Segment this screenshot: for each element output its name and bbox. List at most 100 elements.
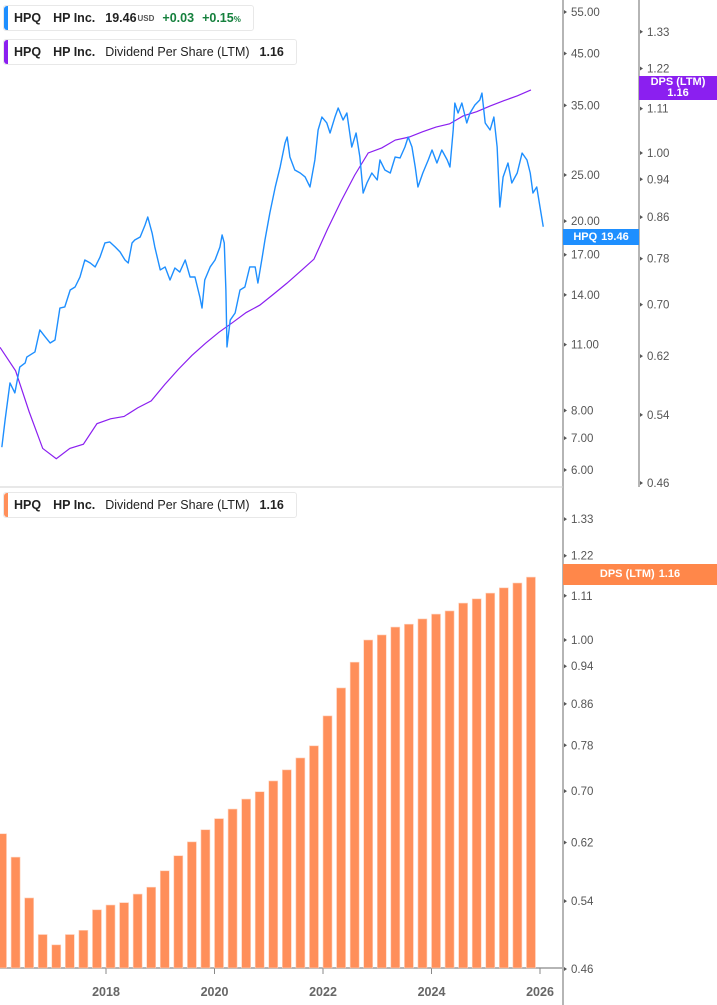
dps-bar [282, 769, 292, 969]
legend-price[interactable]: HPQ HP Inc. 19.46 USD +0.03 +0.15% [3, 5, 254, 31]
dps-bottom-axis-tick-mark [564, 789, 567, 794]
price-axis-tick-label: 25.00 [571, 170, 600, 182]
price-axis-tick-mark [564, 292, 567, 297]
dps-top-axis-tick-label: 1.00 [647, 148, 669, 160]
dps-bottom-axis-tick-mark [564, 593, 567, 598]
dps-bar [526, 576, 536, 969]
dps-bottom-axis-tick-label: 0.46 [571, 964, 593, 976]
dps-bottom-axis-tick-label: 0.54 [571, 896, 594, 908]
dps-bar [444, 610, 455, 969]
legend-ticker: HPQ [14, 498, 42, 512]
dps-bottom-last-value-tag: DPS (LTM) 1.16 [563, 564, 717, 585]
dps-top-axis-tick-mark [640, 354, 643, 359]
price-axis-tick-mark [564, 219, 567, 224]
dps-bottom-axis-tick-label: 0.94 [571, 661, 594, 673]
dps-top-axis-tick-mark [640, 106, 643, 111]
price-axis-tick-label: 20.00 [571, 216, 600, 228]
dps-bar [336, 687, 346, 969]
dps-top-axis-tick-mark [640, 302, 643, 307]
legend-ticker: HPQ [14, 11, 42, 25]
legend-company: HP Inc. [53, 498, 96, 512]
dps-bar [78, 930, 89, 969]
dps-top-axis-tick-mark [640, 215, 643, 220]
price-axis-tick-label: 45.00 [571, 48, 600, 60]
x-tick-label: 2022 [309, 985, 337, 999]
legend-price-value: 19.46 [105, 11, 137, 25]
dps-bottom-axis-tick-label: 1.00 [571, 635, 593, 647]
tag-label: HPQ [573, 230, 598, 243]
price-line [1, 92, 544, 448]
tag-label: DPS (LTM) [650, 76, 706, 88]
dps-bar [65, 934, 75, 969]
dps-bar [37, 934, 48, 969]
legend-ticker: HPQ [14, 45, 42, 59]
dps-bar [146, 886, 157, 969]
dps-top-axis-tick-label: 0.70 [647, 300, 669, 312]
price-axis-tick-mark [564, 103, 567, 108]
dps-bar [458, 602, 468, 969]
dps-top-last-value-tag: DPS (LTM) 1.16 [639, 76, 717, 100]
x-tick-label: 2024 [418, 985, 446, 999]
legend-dps-bottom[interactable]: HPQ HP Inc. Dividend Per Share (LTM) 1.1… [3, 492, 297, 518]
series-color-marker [4, 40, 8, 64]
dps-top-axis-tick-mark [640, 29, 643, 34]
dps-bar [485, 592, 496, 969]
dps-bar [10, 856, 21, 969]
dps-bottom-axis-tick-label: 1.22 [571, 551, 593, 563]
legend-metric: Dividend Per Share (LTM) [105, 45, 250, 59]
dps-top-axis-tick-label: 0.54 [647, 410, 670, 422]
dps-bottom-axis-tick-mark [564, 553, 567, 558]
dps-bar [363, 639, 374, 969]
dps-bottom-axis-tick-mark [564, 899, 567, 904]
dps-bar [105, 904, 116, 969]
dps-bottom-axis-tick-mark [564, 664, 567, 669]
price-axis-tick-label: 6.00 [571, 465, 593, 477]
dps-bar [241, 798, 251, 969]
dps-bar [200, 829, 211, 969]
price-axis-tick-mark [564, 172, 567, 177]
price-axis-tick-label: 55.00 [571, 7, 600, 19]
dps-top-axis-tick-label: 1.22 [647, 63, 669, 75]
price-axis-tick-label: 17.00 [571, 250, 600, 262]
tag-value: 1.16 [658, 568, 681, 580]
dps-top-axis-tick-label: 0.62 [647, 351, 669, 363]
dps-bar [309, 745, 319, 969]
dps-bottom-axis-tick-label: 0.70 [571, 786, 593, 798]
legend-company: HP Inc. [53, 11, 96, 25]
dps-top-axis-tick-label: 1.33 [647, 27, 669, 39]
dps-bar [295, 757, 306, 969]
legend-dps-top[interactable]: HPQ HP Inc. Dividend Per Share (LTM) 1.1… [3, 39, 297, 65]
price-axis-tick-mark [564, 467, 567, 472]
dps-top-axis-tick-label: 0.86 [647, 212, 669, 224]
dps-top-axis-tick-mark [640, 66, 643, 71]
dps-bar [173, 855, 184, 969]
dps-top-axis-tick-label: 1.11 [647, 104, 669, 116]
legend-company: HP Inc. [53, 45, 96, 59]
dps-top-axis-tick-label: 0.94 [647, 174, 670, 186]
dps-bar [431, 613, 441, 969]
legend-change-pct: +0.15% [202, 11, 241, 25]
legend-change: +0.03 [162, 11, 195, 25]
dps-line [0, 89, 532, 460]
legend-currency: USD [137, 13, 155, 23]
dps-top-axis-tick-label: 0.46 [647, 478, 669, 490]
price-axis-tick-mark [564, 436, 567, 441]
price-axis-tick-mark [564, 342, 567, 347]
dps-bar [322, 715, 333, 969]
series-color-marker [4, 6, 8, 30]
dps-bar [132, 893, 143, 969]
price-axis-tick-mark [564, 10, 567, 14]
x-tick-label: 2018 [92, 985, 120, 999]
dps-top-axis-tick-label: 0.78 [647, 254, 669, 266]
dps-bar [404, 623, 414, 969]
legend-metric: Dividend Per Share (LTM) [105, 498, 250, 512]
dps-top-axis-tick-mark [640, 151, 643, 155]
dps-top-axis-tick-mark [640, 256, 643, 261]
legend-value: 1.16 [259, 498, 284, 512]
series-color-marker [4, 493, 8, 517]
dps-bottom-axis-tick-label: 0.78 [571, 740, 593, 752]
dps-bar [187, 841, 197, 969]
dps-top-axis-tick-mark [640, 412, 643, 417]
dps-bar [268, 780, 279, 969]
